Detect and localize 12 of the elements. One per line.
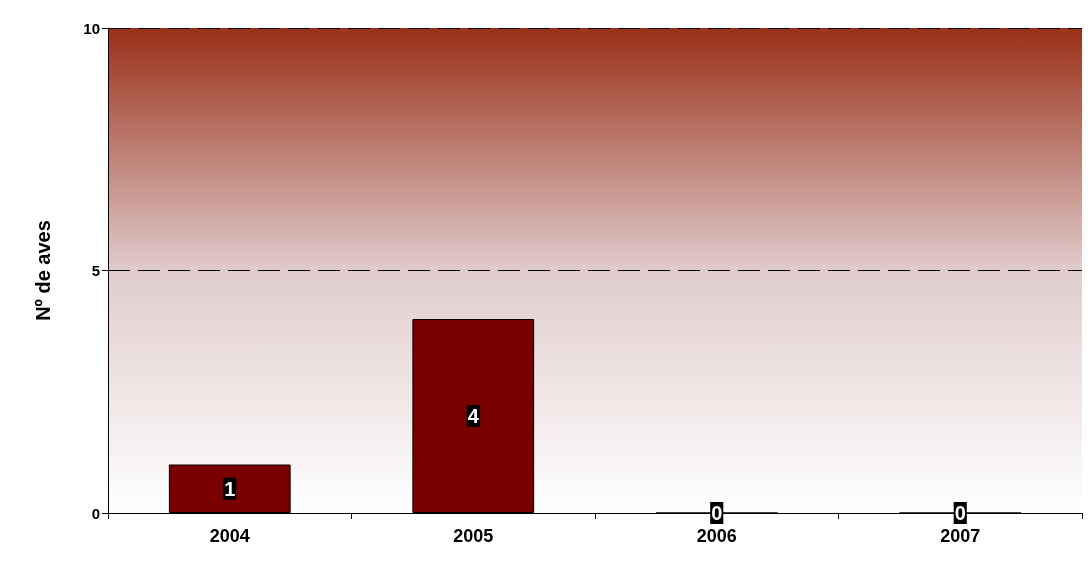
- data-label: 0: [954, 502, 966, 524]
- x-tick-label: 2004: [209, 526, 250, 546]
- x-tick-label: 2007: [940, 526, 981, 546]
- y-tick-label: 0: [91, 504, 100, 522]
- x-tick-label: 2005: [453, 526, 494, 546]
- y-axis-title: Nº de aves: [32, 220, 54, 321]
- x-tick-label: 2006: [696, 526, 737, 546]
- data-label: 0: [711, 502, 723, 524]
- y-tick-label: 5: [91, 262, 100, 279]
- data-label: 1: [224, 477, 236, 500]
- data-label: 4: [467, 405, 480, 427]
- y-tick-label: 10: [83, 19, 100, 37]
